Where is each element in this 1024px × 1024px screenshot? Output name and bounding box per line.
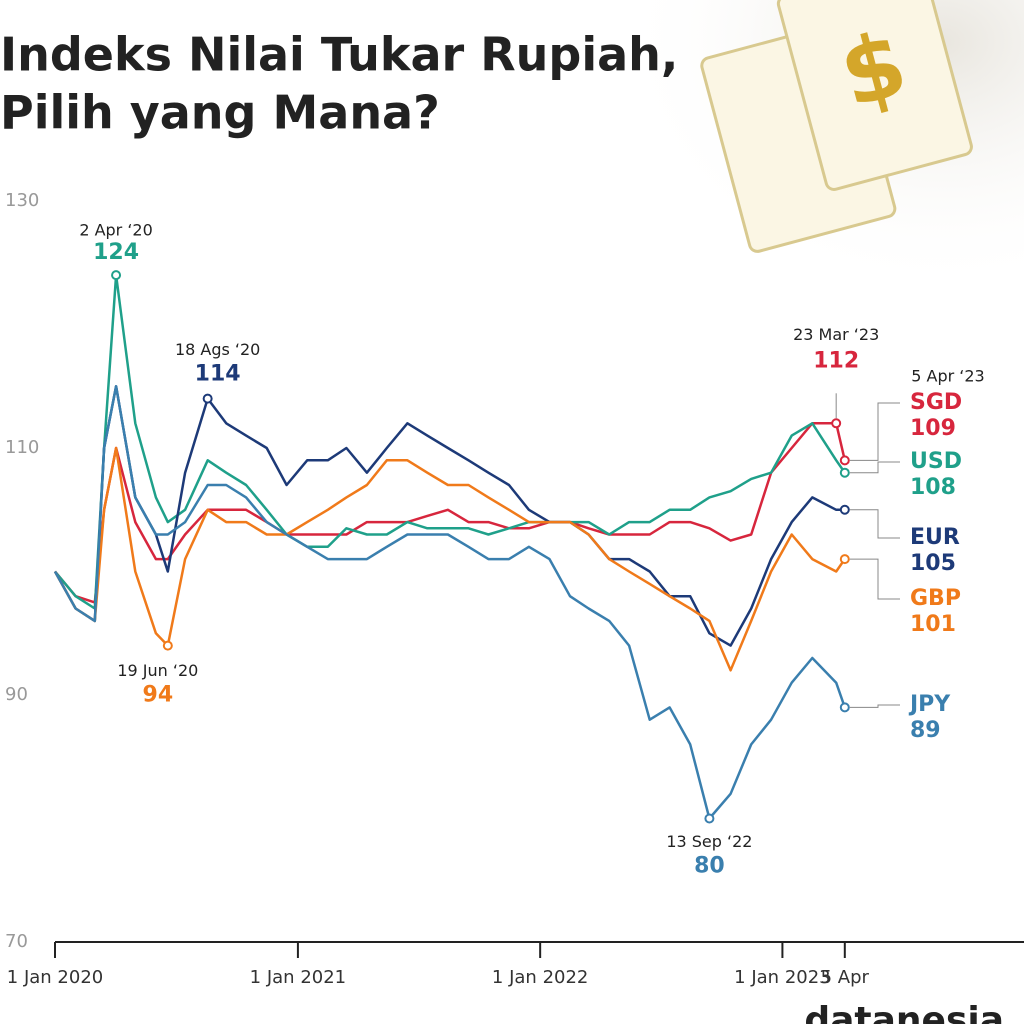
x-tick-label: 5 Apr [821,967,870,988]
highlight-marker [162,640,173,651]
legend-name: EUR [910,525,960,550]
series-line [53,385,846,820]
series-line [54,422,847,604]
series-line [54,273,846,610]
highlight-marker [202,393,213,404]
highlight-marker [111,270,122,281]
highlight-marker [831,418,842,429]
y-tick-label: 70 [5,931,28,952]
highlight-date: 13 Sep ‘22 [666,832,752,851]
end-marker [839,554,850,565]
y-tick-label: 90 [5,684,28,705]
highlight-value: 80 [694,854,725,879]
end-value: 89 [910,718,941,743]
end-date-label: 5 Apr ‘23 [911,367,984,386]
end-marker [839,702,850,713]
leader-line [849,558,900,600]
title-line: Pilih yang Mana? [0,86,440,140]
legend-name: JPY [908,692,951,717]
legend-name: SGD [910,390,962,415]
leader-line [849,402,900,461]
card-decoration: $ [700,0,973,253]
highlight-date: 19 Jun ‘20 [117,661,198,680]
legend-name: GBP [910,586,961,611]
y-tick-label: 110 [5,437,39,458]
end-value: 101 [910,612,956,637]
highlight-marker [704,813,715,824]
x-tick-label: 1 Jan 2021 [250,967,346,988]
end-value: 105 [910,551,956,576]
highlight-date: 2 Apr ‘20 [79,221,152,240]
y-tick-label: 130 [5,190,39,211]
end-marker [839,504,850,515]
leader-line [849,461,900,474]
x-tick-label: 1 Jan 2022 [492,967,588,988]
highlight-date: 18 Ags ‘20 [175,340,260,359]
highlight-value: 94 [143,683,174,708]
x-tick-label: 1 Jan 2023 [734,967,830,988]
legend-name: USD [910,449,962,474]
end-value: 109 [910,416,956,441]
highlight-date: 23 Mar ‘23 [793,325,879,344]
highlight-value: 114 [195,362,241,387]
end-value: 108 [910,475,956,500]
highlight-value: 112 [813,348,859,373]
leader-line [849,509,900,539]
series-line [53,385,845,647]
x-tick-label: 1 Jan 2020 [7,967,103,988]
highlight-value: 124 [93,240,139,265]
logo: datanesia [804,1000,1004,1024]
end-marker [839,455,850,466]
series-line [53,446,846,672]
end-marker [839,467,850,478]
title-line: Indeks Nilai Tukar Rupiah, [0,28,678,82]
leader-line [849,704,900,708]
